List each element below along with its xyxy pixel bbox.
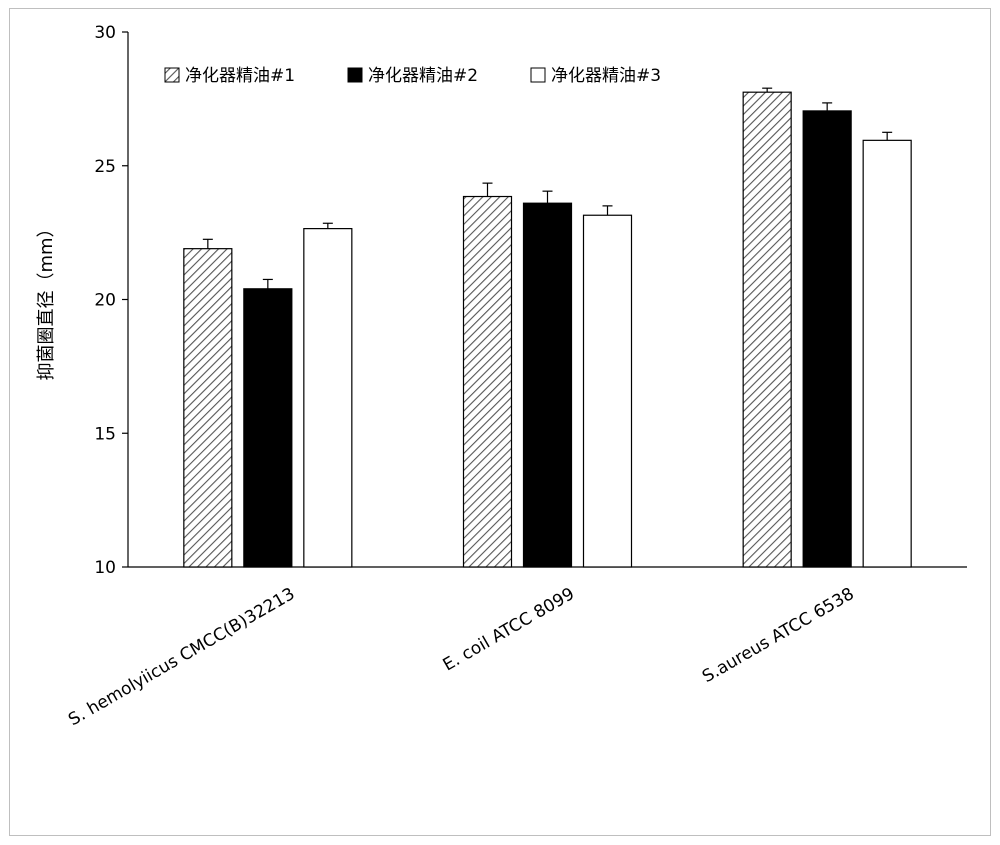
y-tick-label: 20 bbox=[94, 291, 116, 311]
bar bbox=[802, 110, 852, 568]
bar bbox=[862, 139, 912, 568]
bar bbox=[522, 202, 573, 568]
x-category-label: S.aureus ATCC 6538 bbox=[699, 584, 858, 687]
legend-label: 净化器精油#1 bbox=[185, 66, 295, 86]
bar bbox=[243, 288, 293, 568]
legend-swatch bbox=[347, 67, 363, 83]
y-tick-label: 30 bbox=[94, 23, 116, 43]
bar bbox=[742, 91, 792, 568]
bar bbox=[303, 228, 353, 568]
bar bbox=[183, 248, 233, 568]
plot-area: 10 15 20 25 30 S. hemolyiicus CMCC(B)32213 E. … bbox=[65, 23, 967, 730]
legend-swatch bbox=[164, 67, 180, 83]
y-axis-title: 抑菌圈直径（mm） bbox=[36, 219, 57, 380]
bar bbox=[582, 214, 633, 568]
legend-label: 净化器精油#2 bbox=[368, 66, 478, 86]
y-tick-label: 15 bbox=[94, 424, 116, 444]
legend-swatch bbox=[530, 67, 546, 83]
x-category-label: S. hemolyiicus CMCC(B)32213 bbox=[65, 584, 298, 730]
y-tick-label: 10 bbox=[94, 558, 116, 578]
bar bbox=[462, 195, 513, 568]
x-category-label: E. coil ATCC 8099 bbox=[440, 584, 578, 675]
legend-label: 净化器精油#3 bbox=[551, 66, 661, 86]
y-tick-label: 25 bbox=[94, 157, 116, 177]
